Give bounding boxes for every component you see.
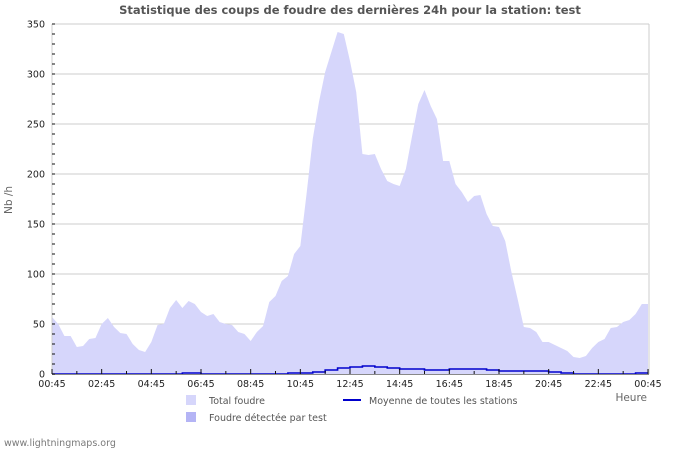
- x-tick-label: 14:45: [386, 379, 413, 390]
- x-axis-title: Heure: [615, 392, 647, 404]
- x-tick-label: 08:45: [237, 379, 264, 390]
- axes: [51, 23, 650, 375]
- y-tick-label: 300: [27, 70, 45, 81]
- y-axis-title: Nb /h: [3, 186, 15, 214]
- y-tick-label: 0: [39, 370, 45, 381]
- y-tick-label: 150: [27, 220, 45, 231]
- y-tick-label: 200: [27, 170, 45, 181]
- x-tick-label: 02:45: [88, 379, 115, 390]
- y-tick-label: 250: [27, 120, 45, 131]
- x-tick-label: 00:45: [634, 379, 661, 390]
- y-tick-label: 100: [27, 270, 45, 281]
- total-foudre-area: [52, 32, 648, 374]
- x-tick-label: 00:45: [38, 379, 65, 390]
- x-tick-label: 06:45: [187, 379, 214, 390]
- x-axis-ticks: 00:45 02:45 04:45 06:45 08:45 10:45 12:45 14:45…: [38, 369, 662, 390]
- x-tick-label: 04:45: [138, 379, 165, 390]
- x-tick-label: 20:45: [535, 379, 562, 390]
- x-tick-label: 10:45: [287, 379, 314, 390]
- site-footer: www.lightningmaps.org: [4, 438, 116, 449]
- legend: Total foudre Foudre détectée par test Mo…: [186, 395, 518, 424]
- x-tick-label: 12:45: [336, 379, 363, 390]
- legend-swatch-total: [186, 395, 196, 405]
- chart-title: Statistique des coups de foudre des dern…: [119, 3, 581, 17]
- legend-label-average: Moyenne de toutes les stations: [369, 396, 518, 407]
- legend-label-total: Total foudre: [208, 396, 265, 407]
- x-tick-label: 18:45: [485, 379, 512, 390]
- x-tick-label: 22:45: [585, 379, 612, 390]
- y-axis-ticks: 0 50 100 150 200 250 300 350: [27, 20, 55, 381]
- y-tick-label: 50: [33, 320, 45, 331]
- y-tick-label: 350: [27, 20, 45, 31]
- legend-swatch-detected: [186, 412, 196, 422]
- x-tick-label: 16:45: [436, 379, 463, 390]
- legend-label-detected: Foudre détectée par test: [209, 413, 327, 424]
